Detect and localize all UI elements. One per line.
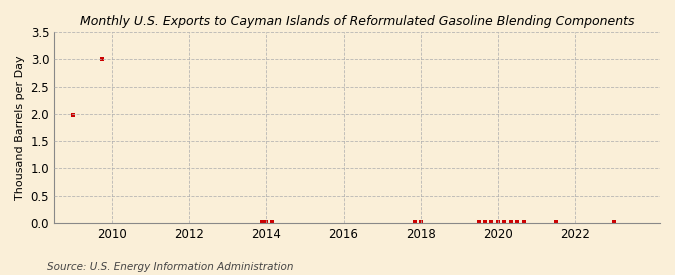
Y-axis label: Thousand Barrels per Day: Thousand Barrels per Day bbox=[15, 55, 25, 200]
Title: Monthly U.S. Exports to Cayman Islands of Reformulated Gasoline Blending Compone: Monthly U.S. Exports to Cayman Islands o… bbox=[80, 15, 634, 28]
Text: Source: U.S. Energy Information Administration: Source: U.S. Energy Information Administ… bbox=[47, 262, 294, 272]
